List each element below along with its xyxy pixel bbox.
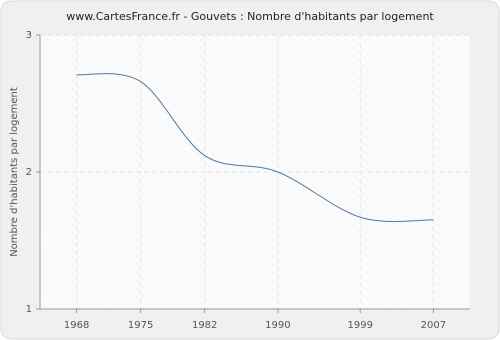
x-tick-label: 2007 <box>421 320 446 331</box>
plot-area <box>40 35 470 309</box>
x-tick-label: 1990 <box>265 320 290 331</box>
x-tick-label: 1968 <box>64 320 89 331</box>
series-line <box>76 73 434 222</box>
x-tick-label: 1982 <box>192 320 217 331</box>
y-axis-label: Nombre d'habitants par logement <box>9 87 20 257</box>
chart-title: www.CartesFrance.fr - Gouvets : Nombre d… <box>66 10 434 23</box>
y-tick-label: 3 <box>26 30 32 41</box>
y-tick-label: 1 <box>26 304 32 315</box>
y-tick-label: 2 <box>26 167 32 178</box>
x-tick-label: 1975 <box>128 320 153 331</box>
x-tick-label: 1999 <box>347 320 372 331</box>
